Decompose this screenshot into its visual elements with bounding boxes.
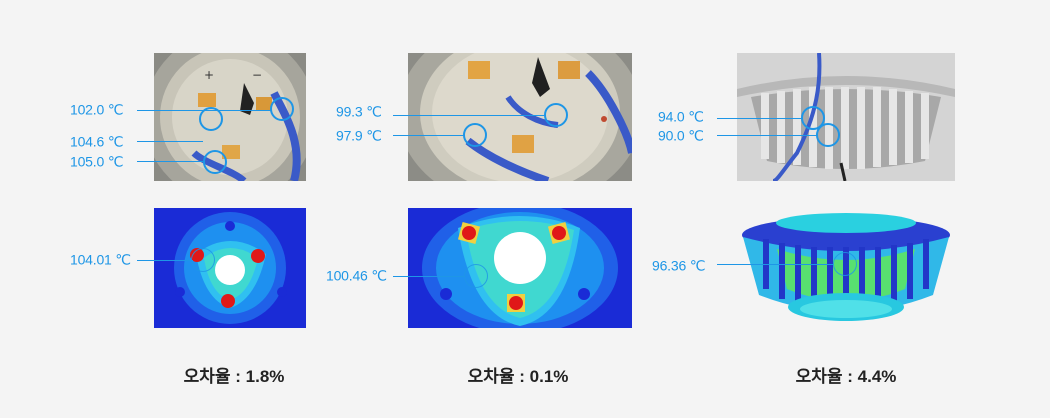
- leader-line: [393, 135, 464, 136]
- photo-temp-label: 102.0 ℃: [70, 101, 124, 118]
- leader-line: [717, 135, 817, 136]
- leader-line: [393, 276, 464, 277]
- leader-line: [137, 260, 193, 261]
- photo-temp-label: 97.9 ℃: [336, 127, 382, 144]
- photo-temp-label: 99.3 ℃: [336, 103, 382, 120]
- photo-temp-label: 94.0 ℃: [658, 108, 704, 125]
- svg-text:−: −: [252, 68, 262, 82]
- measurement-ring-icon: [199, 107, 223, 131]
- measurement-ring-icon: [203, 150, 227, 174]
- measurement-ring-icon: [544, 103, 568, 127]
- svg-text:+: +: [204, 68, 214, 82]
- photo-3: [737, 53, 955, 181]
- photo-2: [408, 53, 632, 181]
- leader-line: [393, 115, 545, 116]
- measurement-ring-icon: [270, 97, 294, 121]
- simulation-1: [154, 208, 306, 328]
- leader-line: [717, 264, 833, 265]
- measurement-ring-icon: [816, 123, 840, 147]
- error-rate-text: 오차율 : 1.8%: [183, 367, 285, 386]
- simulation-2: [408, 208, 632, 328]
- leader-line: [137, 110, 271, 111]
- photo-temp-label: 90.0 ℃: [658, 127, 704, 144]
- error-rate-text: 오차율 : 4.4%: [795, 367, 897, 386]
- photo-temp-label: 105.0 ℃: [70, 153, 124, 170]
- error-rate-text: 오차율 : 0.1%: [467, 367, 569, 386]
- leader-line: [137, 141, 203, 142]
- measurement-ring-icon: [463, 123, 487, 147]
- sim-temp-label: 96.36 ℃: [652, 257, 706, 274]
- leader-line: [717, 118, 802, 119]
- measurement-ring-icon: [801, 106, 825, 130]
- leader-line: [137, 161, 203, 162]
- measurement-ring-icon: [464, 264, 488, 288]
- sim-temp-label: 104.01 ℃: [70, 251, 131, 268]
- photo-1: + −: [154, 53, 306, 181]
- sim-temp-label: 100.46 ℃: [326, 267, 387, 284]
- measurement-ring-icon: [833, 252, 857, 276]
- measurement-ring-icon: [191, 248, 215, 272]
- photo-temp-label: 104.6 ℃: [70, 133, 124, 150]
